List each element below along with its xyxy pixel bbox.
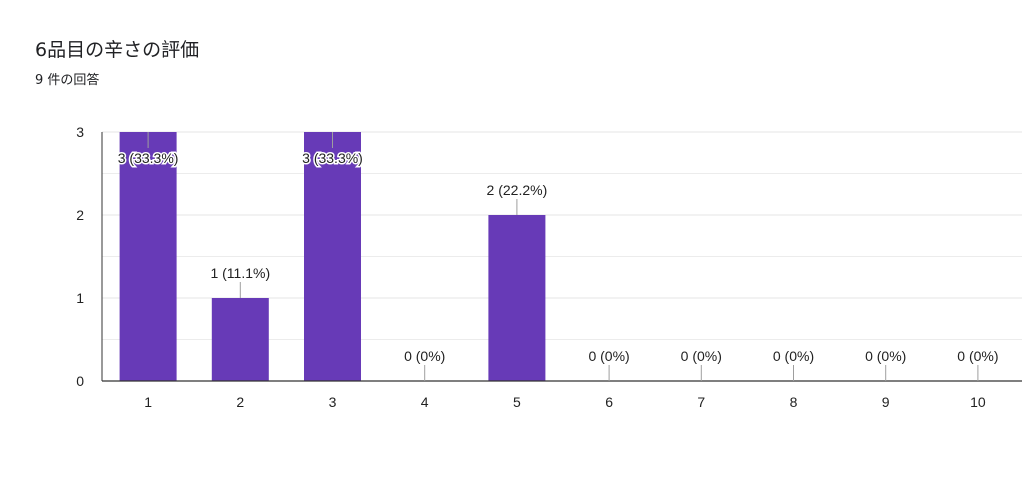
data-label: 0 (0%) xyxy=(957,348,998,364)
y-tick-label: 1 xyxy=(76,290,84,306)
x-tick-label: 10 xyxy=(970,394,986,410)
data-label: 2 (22.2%) xyxy=(487,182,548,198)
x-tick-label: 6 xyxy=(605,394,613,410)
data-label: 0 (0%) xyxy=(588,348,629,364)
y-tick-label: 3 xyxy=(76,124,84,140)
data-label: 0 (0%) xyxy=(681,348,722,364)
y-tick-label: 0 xyxy=(76,373,84,389)
x-tick-label: 2 xyxy=(236,394,244,410)
bars xyxy=(119,132,546,381)
bar-3 xyxy=(304,132,361,381)
x-tick-label: 4 xyxy=(421,394,429,410)
x-tick-label: 5 xyxy=(513,394,521,410)
x-tick-label: 3 xyxy=(329,394,337,410)
bar-1 xyxy=(119,132,177,381)
bar-2 xyxy=(211,298,269,381)
data-labels: 3 (33.3%) 1 (11.1%) 3 (33.3%) 0 (0%) 2 (22.2… xyxy=(116,132,999,381)
response-count: 9 件の回答 xyxy=(35,73,100,88)
data-label: 0 (0%) xyxy=(773,348,814,364)
x-tick-label: 1 xyxy=(144,394,152,410)
data-label: 0 (0%) xyxy=(865,348,906,364)
data-label: 3 (33.3%) xyxy=(302,150,363,166)
axes: 0 1 2 3 1 2 3 4 5 6 7 8 9 10 xyxy=(76,124,1022,410)
chart-title: 6品目の辛さの評価 xyxy=(35,39,200,61)
data-label: 0 (0%) xyxy=(404,348,445,364)
data-label: 1 (11.1%) xyxy=(210,265,270,281)
x-tick-label: 8 xyxy=(790,394,798,410)
x-tick-label: 9 xyxy=(882,394,890,410)
bar-5 xyxy=(488,215,546,381)
y-tick-label: 2 xyxy=(76,207,84,223)
data-label: 3 (33.3%) xyxy=(118,150,179,166)
x-tick-label: 7 xyxy=(697,394,705,410)
